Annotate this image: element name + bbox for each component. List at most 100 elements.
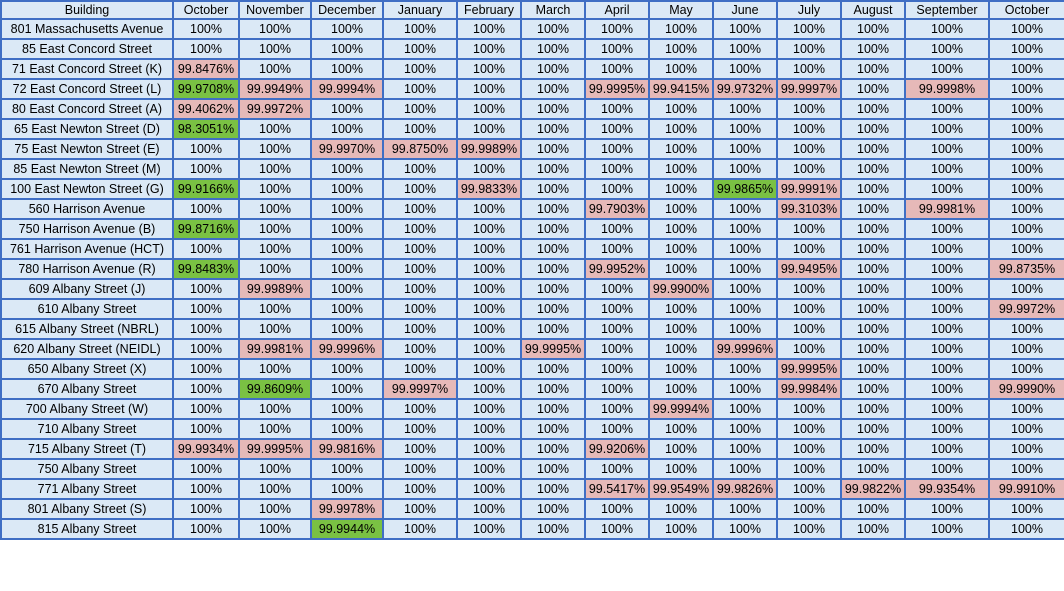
uptime-cell[interactable]: 100% xyxy=(310,218,384,240)
uptime-cell[interactable]: 100% xyxy=(382,298,458,320)
uptime-cell[interactable]: 100% xyxy=(988,78,1064,100)
uptime-cell[interactable]: 100% xyxy=(310,398,384,420)
uptime-cell[interactable]: 100% xyxy=(840,98,906,120)
column-header-month[interactable]: March xyxy=(520,0,586,20)
uptime-cell[interactable]: 100% xyxy=(648,458,714,480)
uptime-cell[interactable]: 100% xyxy=(904,138,990,160)
uptime-cell[interactable]: 99.7903% xyxy=(584,198,650,220)
uptime-cell[interactable]: 99.9900% xyxy=(648,278,714,300)
uptime-cell[interactable]: 100% xyxy=(172,518,240,540)
building-name-cell[interactable]: 761 Harrison Avenue (HCT) xyxy=(0,238,174,260)
uptime-cell[interactable]: 100% xyxy=(456,318,522,340)
uptime-cell[interactable]: 100% xyxy=(988,518,1064,540)
uptime-cell[interactable]: 100% xyxy=(648,118,714,140)
uptime-cell[interactable]: 100% xyxy=(840,18,906,40)
building-name-cell[interactable]: 750 Albany Street xyxy=(0,458,174,480)
uptime-cell[interactable]: 100% xyxy=(382,478,458,500)
uptime-cell[interactable]: 100% xyxy=(382,98,458,120)
building-name-cell[interactable]: 75 East Newton Street (E) xyxy=(0,138,174,160)
uptime-cell[interactable]: 100% xyxy=(840,38,906,60)
uptime-cell[interactable]: 100% xyxy=(172,298,240,320)
uptime-cell[interactable]: 100% xyxy=(648,338,714,360)
uptime-cell[interactable]: 100% xyxy=(456,258,522,280)
uptime-cell[interactable]: 100% xyxy=(520,318,586,340)
uptime-cell[interactable]: 100% xyxy=(238,118,312,140)
uptime-cell[interactable]: 100% xyxy=(520,78,586,100)
uptime-cell[interactable]: 100% xyxy=(238,318,312,340)
uptime-cell[interactable]: 100% xyxy=(904,298,990,320)
uptime-cell[interactable]: 100% xyxy=(988,458,1064,480)
uptime-cell[interactable]: 100% xyxy=(520,298,586,320)
uptime-cell[interactable]: 100% xyxy=(238,178,312,200)
uptime-cell[interactable]: 99.9996% xyxy=(310,338,384,360)
uptime-cell[interactable]: 100% xyxy=(172,458,240,480)
uptime-cell[interactable]: 99.9995% xyxy=(776,358,842,380)
uptime-cell[interactable]: 100% xyxy=(456,118,522,140)
uptime-cell[interactable]: 100% xyxy=(382,318,458,340)
uptime-cell[interactable]: 100% xyxy=(382,498,458,520)
uptime-cell[interactable]: 99.5417% xyxy=(584,478,650,500)
uptime-cell[interactable]: 100% xyxy=(238,18,312,40)
uptime-cell[interactable]: 100% xyxy=(238,358,312,380)
uptime-cell[interactable]: 99.9934% xyxy=(172,438,240,460)
uptime-cell[interactable]: 100% xyxy=(904,378,990,400)
uptime-cell[interactable]: 100% xyxy=(382,38,458,60)
uptime-cell[interactable]: 100% xyxy=(712,318,778,340)
uptime-cell[interactable]: 100% xyxy=(840,238,906,260)
uptime-cell[interactable]: 100% xyxy=(238,418,312,440)
uptime-cell[interactable]: 100% xyxy=(584,518,650,540)
uptime-cell[interactable]: 100% xyxy=(382,278,458,300)
uptime-cell[interactable]: 100% xyxy=(840,258,906,280)
uptime-cell[interactable]: 100% xyxy=(840,58,906,80)
uptime-cell[interactable]: 100% xyxy=(988,118,1064,140)
uptime-cell[interactable]: 100% xyxy=(776,98,842,120)
uptime-cell[interactable]: 100% xyxy=(584,218,650,240)
column-header-month[interactable]: July xyxy=(776,0,842,20)
uptime-cell[interactable]: 100% xyxy=(172,238,240,260)
uptime-cell[interactable]: 100% xyxy=(382,158,458,180)
uptime-cell[interactable]: 100% xyxy=(988,38,1064,60)
uptime-cell[interactable]: 100% xyxy=(840,498,906,520)
uptime-cell[interactable]: 100% xyxy=(904,38,990,60)
uptime-cell[interactable]: 100% xyxy=(648,218,714,240)
uptime-cell[interactable]: 100% xyxy=(310,478,384,500)
uptime-cell[interactable]: 100% xyxy=(238,58,312,80)
uptime-cell[interactable]: 100% xyxy=(904,338,990,360)
uptime-cell[interactable]: 100% xyxy=(776,158,842,180)
uptime-cell[interactable]: 100% xyxy=(310,178,384,200)
uptime-cell[interactable]: 100% xyxy=(172,138,240,160)
uptime-cell[interactable]: 100% xyxy=(456,398,522,420)
building-name-cell[interactable]: 771 Albany Street xyxy=(0,478,174,500)
uptime-cell[interactable]: 100% xyxy=(382,458,458,480)
building-name-cell[interactable]: 72 East Concord Street (L) xyxy=(0,78,174,100)
uptime-cell[interactable]: 100% xyxy=(238,198,312,220)
uptime-cell[interactable]: 99.9166% xyxy=(172,178,240,200)
uptime-cell[interactable]: 100% xyxy=(382,18,458,40)
uptime-cell[interactable]: 100% xyxy=(712,278,778,300)
uptime-cell[interactable]: 100% xyxy=(776,58,842,80)
uptime-cell[interactable]: 100% xyxy=(904,18,990,40)
uptime-cell[interactable]: 100% xyxy=(904,398,990,420)
uptime-cell[interactable]: 100% xyxy=(310,298,384,320)
uptime-cell[interactable]: 100% xyxy=(310,118,384,140)
uptime-cell[interactable]: 99.3103% xyxy=(776,198,842,220)
uptime-cell[interactable]: 100% xyxy=(712,378,778,400)
uptime-cell[interactable]: 100% xyxy=(172,378,240,400)
uptime-cell[interactable]: 99.9732% xyxy=(712,78,778,100)
uptime-cell[interactable]: 100% xyxy=(172,338,240,360)
uptime-cell[interactable]: 100% xyxy=(520,18,586,40)
uptime-cell[interactable]: 100% xyxy=(520,178,586,200)
uptime-cell[interactable]: 100% xyxy=(520,358,586,380)
uptime-cell[interactable]: 100% xyxy=(456,378,522,400)
uptime-cell[interactable]: 99.8716% xyxy=(172,218,240,240)
uptime-cell[interactable]: 100% xyxy=(840,178,906,200)
uptime-cell[interactable]: 100% xyxy=(584,18,650,40)
uptime-cell[interactable]: 100% xyxy=(172,358,240,380)
uptime-cell[interactable]: 100% xyxy=(712,358,778,380)
uptime-cell[interactable]: 100% xyxy=(310,158,384,180)
uptime-cell[interactable]: 100% xyxy=(840,138,906,160)
uptime-cell[interactable]: 100% xyxy=(648,438,714,460)
uptime-cell[interactable]: 100% xyxy=(584,458,650,480)
uptime-cell[interactable]: 99.9495% xyxy=(776,258,842,280)
uptime-cell[interactable]: 99.9989% xyxy=(238,278,312,300)
